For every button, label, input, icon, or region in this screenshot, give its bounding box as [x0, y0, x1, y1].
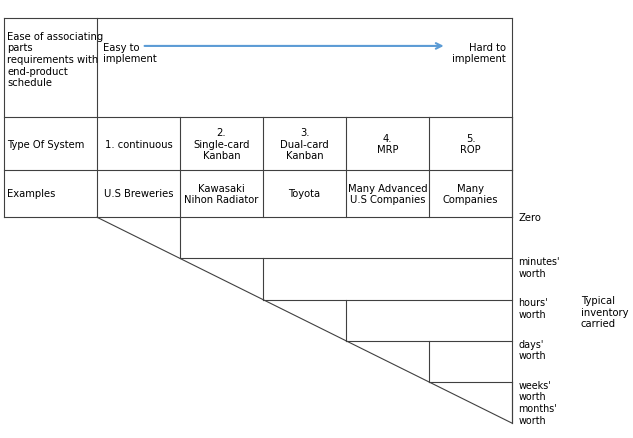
Text: 1. continuous: 1. continuous: [104, 139, 172, 149]
Text: days'
worth: days' worth: [518, 339, 546, 360]
Text: weeks'
worth
months'
worth: weeks' worth months' worth: [518, 380, 557, 425]
Text: Type Of System: Type Of System: [8, 139, 85, 149]
Text: U.S Breweries: U.S Breweries: [104, 189, 173, 199]
Text: 3.
Dual-card
Kanban: 3. Dual-card Kanban: [280, 127, 329, 161]
Text: 5.
ROP: 5. ROP: [460, 134, 481, 155]
Text: Kawasaki
Nihon Radiator: Kawasaki Nihon Radiator: [184, 183, 259, 205]
Text: Hard to
implement: Hard to implement: [453, 42, 506, 64]
Text: Typical
inventory
carried: Typical inventory carried: [581, 295, 629, 328]
Text: hours'
worth: hours' worth: [518, 298, 548, 319]
Text: 4.
MRP: 4. MRP: [377, 134, 398, 155]
Text: Zero: Zero: [518, 213, 541, 223]
Text: Many Advanced
U.S Companies: Many Advanced U.S Companies: [348, 183, 427, 205]
Text: 2.
Single-card
Kanban: 2. Single-card Kanban: [193, 127, 250, 161]
Text: Easy to
implement: Easy to implement: [103, 42, 157, 64]
Text: minutes'
worth: minutes' worth: [518, 257, 560, 278]
Text: Ease of associating
parts
requirements with
end-product
schedule: Ease of associating parts requirements w…: [8, 32, 104, 88]
Text: Examples: Examples: [8, 189, 56, 199]
Text: Toyota: Toyota: [289, 189, 321, 199]
Text: Many
Companies: Many Companies: [443, 183, 498, 205]
